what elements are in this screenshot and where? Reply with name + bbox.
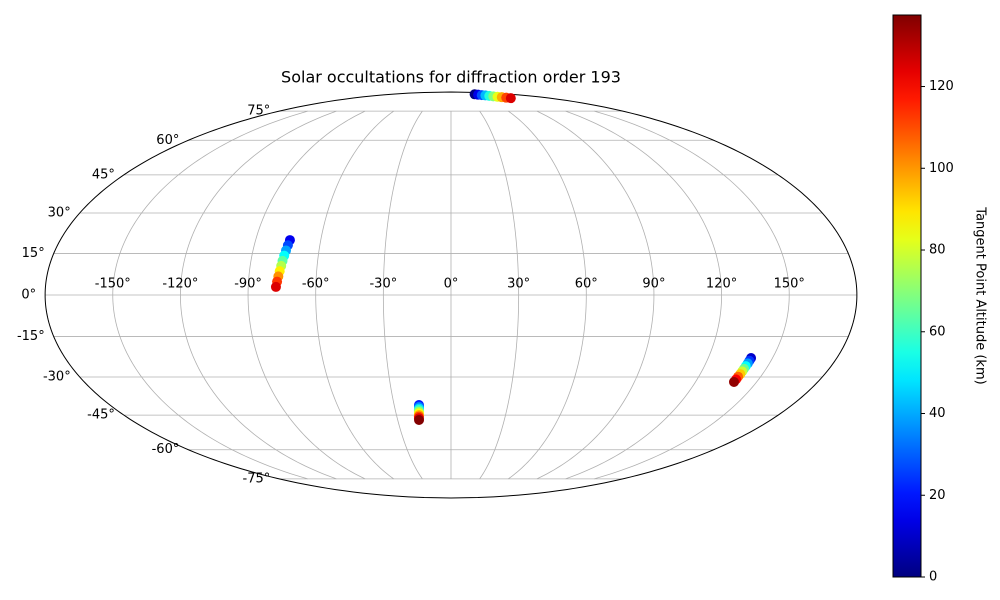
x-tick-label: 90°	[642, 277, 665, 292]
colorbar-tick-label: 60	[929, 324, 946, 339]
y-tick-label: 45°	[92, 167, 115, 182]
colorbar-label: Tangent Point Altitude (km)	[973, 206, 988, 384]
grid-line	[112, 110, 308, 480]
chart-title: Solar occultations for diffraction order…	[281, 68, 621, 87]
x-tick-label: -120°	[162, 277, 198, 292]
data-point	[414, 414, 425, 425]
grid-line	[508, 110, 587, 480]
grid-line	[594, 110, 790, 480]
x-tick-label: -90°	[234, 277, 262, 292]
data-point	[728, 376, 739, 387]
grid-line	[479, 110, 520, 480]
colorbar-tick-label: 20	[929, 488, 946, 503]
y-tick-label: 0°	[21, 288, 36, 303]
data-point	[505, 93, 516, 104]
colorbar-tick-label: 120	[929, 79, 954, 94]
colorbar-tick-label: 100	[929, 161, 954, 176]
colorbar-tick-label: 0	[929, 570, 937, 585]
grid-line	[180, 110, 337, 480]
x-tick-label: -150°	[95, 277, 131, 292]
x-tick-label: 120°	[706, 277, 737, 292]
x-tick-label: -30°	[369, 277, 397, 292]
grid-line	[315, 110, 394, 480]
x-tick-label: 150°	[774, 277, 805, 292]
grid-line	[565, 110, 722, 480]
data-point	[270, 281, 281, 292]
y-tick-label: 30°	[48, 206, 71, 221]
grid-line	[382, 110, 423, 480]
map-outline	[44, 91, 858, 499]
y-tick-label: -15°	[17, 329, 45, 344]
y-tick-label: -30°	[43, 369, 71, 384]
y-tick-label: 60°	[156, 133, 179, 148]
colorbar	[892, 14, 922, 578]
x-tick-label: 60°	[575, 277, 598, 292]
colorbar-tick-label: 40	[929, 406, 946, 421]
y-tick-label: 15°	[22, 246, 45, 261]
grid-line	[247, 110, 366, 480]
y-tick-label: -60°	[152, 442, 180, 457]
x-tick-label: -60°	[302, 277, 330, 292]
colorbar-tick-label: 80	[929, 243, 946, 258]
x-tick-label: 30°	[507, 277, 530, 292]
y-tick-label: 75°	[247, 104, 270, 119]
grid-line	[536, 110, 655, 480]
x-tick-label: 0°	[444, 277, 459, 292]
y-tick-label: -45°	[87, 408, 115, 423]
y-tick-label: -75°	[243, 471, 271, 486]
